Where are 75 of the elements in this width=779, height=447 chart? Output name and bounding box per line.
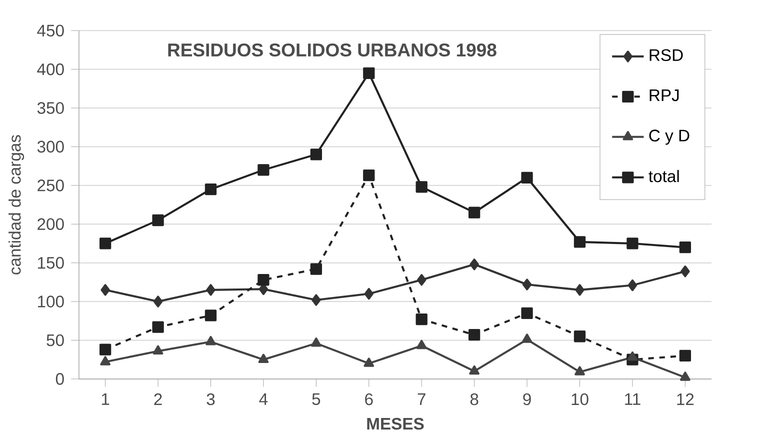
y-tick-label: 300 — [37, 140, 64, 152]
point — [364, 288, 374, 300]
point — [258, 164, 270, 176]
point — [468, 206, 480, 218]
point — [312, 294, 321, 306]
point — [416, 274, 426, 286]
point — [574, 330, 586, 342]
point — [100, 356, 110, 366]
x-tick-label: 2 — [154, 393, 162, 405]
point — [679, 350, 692, 362]
point — [626, 237, 638, 250]
x-tick-label: 4 — [259, 393, 268, 405]
point — [99, 344, 112, 356]
point — [522, 333, 532, 343]
point — [469, 365, 480, 374]
y-tick-label: 150 — [38, 256, 64, 269]
point — [521, 172, 533, 184]
point — [680, 265, 690, 277]
y-tick-label: 0 — [56, 372, 64, 385]
point — [204, 309, 217, 322]
point — [363, 169, 375, 181]
point — [204, 183, 217, 195]
legend-label: RSD — [650, 49, 683, 61]
point — [310, 337, 322, 347]
point — [574, 236, 586, 248]
x-tick-label: 8 — [470, 393, 478, 405]
point — [153, 296, 163, 308]
point — [574, 366, 585, 376]
x-tick-label: 11 — [625, 393, 640, 405]
x-tick-label: 1 — [102, 393, 110, 405]
point — [627, 351, 638, 361]
point — [152, 214, 164, 226]
x-tick-label: 9 — [523, 393, 531, 405]
point — [468, 328, 480, 340]
x-tick-label: 12 — [677, 393, 694, 405]
y-axis-title: cantidad de cargas — [8, 134, 24, 274]
y-tick-label: 400 — [37, 63, 64, 76]
point — [364, 357, 374, 367]
point — [99, 237, 112, 250]
x-tick-label: 3 — [206, 393, 215, 405]
y-tick-label: 250 — [38, 179, 64, 192]
point — [679, 241, 692, 253]
y-tick-label: 450 — [37, 24, 64, 36]
point — [416, 340, 427, 349]
point — [100, 284, 110, 296]
legend-label: RPJ — [650, 89, 679, 101]
legend-label: total — [648, 170, 679, 182]
x-tick-label: 7 — [418, 393, 426, 405]
x-tick-label: 5 — [312, 393, 320, 405]
y-tick-label: 350 — [37, 102, 64, 114]
text: RESIDUOS SOLIDOS URBANOS 1998 — [168, 43, 496, 56]
point — [680, 371, 690, 381]
point — [416, 313, 428, 325]
y-tick-label: 100 — [38, 295, 64, 308]
point — [363, 67, 375, 79]
point — [416, 180, 428, 193]
point — [310, 263, 322, 275]
x-tick-label: 10 — [572, 393, 588, 405]
point — [258, 274, 270, 286]
point — [152, 321, 164, 333]
point — [628, 279, 638, 291]
point — [152, 345, 164, 354]
point — [521, 307, 533, 319]
point — [470, 258, 479, 270]
x-axis-title: MESES — [367, 418, 424, 430]
point — [522, 278, 532, 290]
y-tick-label: 200 — [38, 218, 64, 230]
point — [206, 336, 216, 346]
point — [310, 148, 322, 160]
point — [206, 284, 216, 296]
point — [258, 354, 269, 363]
legend-label: C y D — [649, 129, 690, 145]
point — [575, 284, 584, 296]
y-tick-label: 50 — [46, 334, 64, 346]
x-tick-label: 6 — [365, 393, 373, 405]
